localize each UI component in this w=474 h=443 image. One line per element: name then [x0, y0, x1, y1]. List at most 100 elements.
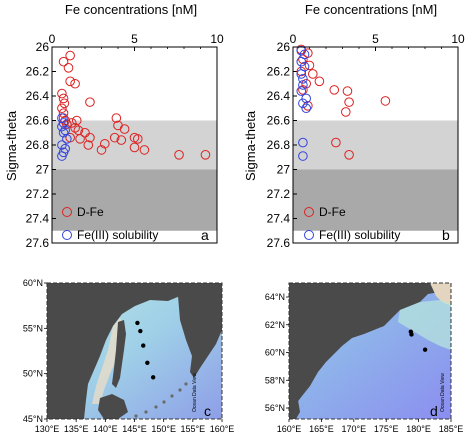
lat-label: 50°N	[23, 369, 43, 379]
map-panel-c: 130°E 135°E 140°E 145°E 150°E 155°E 160°E 60°N 5…	[23, 278, 234, 434]
data-points-a	[57, 50, 211, 161]
map-panel-d: 160°E 165°E 170°E 175°E 180°E 185°E 64°N 62°N 60…	[265, 282, 463, 434]
data-point-dfe	[342, 86, 353, 96]
y-tick-label: 27.2	[26, 187, 50, 201]
data-point-solubility	[62, 134, 72, 144]
map-frame-d	[288, 282, 452, 420]
data-point-dfe	[329, 85, 340, 95]
axis-ticks-a: 0 5 10 26 26.2 26.4 26.6 26.8 27 27.2 27.4 27.6	[26, 32, 224, 250]
plot-frame-b	[292, 46, 459, 244]
lon-label: 165°E	[309, 424, 334, 434]
map-land-mainland-d	[289, 283, 451, 408]
y-tick-label: 26.6	[26, 114, 50, 128]
data-point-dfe	[58, 93, 69, 104]
data-point-dfe	[129, 142, 140, 153]
data-point-dfe	[380, 96, 391, 106]
y-tick-label: 26.2	[267, 65, 291, 79]
lon-label: 150°E	[151, 424, 176, 434]
legend-marker-dfe-b	[304, 207, 314, 217]
y-tick-label: 26.6	[267, 114, 291, 128]
data-point-dfe	[298, 85, 308, 95]
lon-label: 180°E	[406, 424, 431, 434]
lat-label: 45°N	[23, 414, 43, 424]
map-land-kamchatka-c	[178, 288, 222, 378]
y-tick-label: 27.6	[267, 236, 291, 250]
x-tick-label: 5	[372, 32, 379, 46]
lon-label: 160°E	[210, 424, 235, 434]
data-point-dfe	[75, 134, 85, 144]
data-point-dfe	[58, 56, 69, 67]
data-point-dfe	[303, 101, 313, 111]
lat-label: 58°N	[265, 375, 285, 385]
chart-panel-a: Fe concentrations [nM] Sigma-theta 0 5 10 2…	[4, 2, 224, 250]
map-watermark-c: Ocean Data View	[192, 373, 198, 412]
data-point-dfe	[304, 60, 315, 71]
x-tick-label: 0	[49, 32, 56, 46]
lon-label: 175°E	[374, 424, 399, 434]
y-tick-label: 26	[277, 40, 291, 54]
panel-letter-c: c	[204, 403, 211, 419]
plot-frame-a	[51, 46, 218, 244]
station-marker	[141, 343, 146, 348]
data-point-dfe	[58, 108, 69, 118]
station-marker	[135, 320, 140, 326]
legend-a: D-Fe Fe(III) solubility	[62, 205, 158, 242]
lat-label: 56°N	[265, 403, 285, 413]
data-point-dfe	[70, 78, 80, 89]
legend-label-solubility-a: Fe(III) solubility	[77, 228, 158, 242]
lon-label: 145°E	[122, 424, 147, 434]
data-point-dfe	[65, 76, 75, 87]
lat-label: 62°N	[265, 320, 285, 330]
data-point-dfe	[344, 97, 354, 107]
chart-panel-b: Fe concentrations [nM] Sigma-theta 0 5 10 2…	[243, 2, 465, 250]
data-point-solubility	[298, 98, 308, 109]
map-shelf-d	[398, 300, 451, 350]
data-point-solubility	[57, 121, 67, 132]
data-point-dfe	[344, 150, 354, 160]
data-point-dfe	[85, 132, 95, 143]
data-point-solubility	[57, 151, 67, 161]
map-graticule-labels-d: 160°E 165°E 170°E 175°E 180°E 185°E 64°N 62°N 60…	[265, 292, 463, 434]
shaded-band-lower-a	[52, 120, 217, 170]
y-tick-label: 26.4	[267, 89, 291, 103]
lat-label: 55°N	[23, 323, 43, 333]
data-points-b	[296, 44, 391, 161]
data-point-dfe	[174, 150, 184, 160]
data-point-dfe	[80, 127, 90, 138]
data-point-dfe	[71, 115, 82, 126]
data-point-dfe	[308, 69, 318, 79]
data-point-solubility	[296, 69, 307, 79]
data-point-dfe	[96, 145, 107, 155]
axis-ticks-b: 0 5 10 26 26.2 26.4 26.6 26.8 27 27.2 27.4 27.6	[267, 32, 465, 250]
lat-label: 60°N	[265, 348, 285, 358]
station-marker	[150, 375, 156, 380]
data-point-dfe	[109, 132, 120, 143]
map-kuril-islands-c	[134, 382, 188, 418]
lon-label: 135°E	[64, 424, 89, 434]
x-axis-label-a: Fe concentrations [nM]	[65, 2, 197, 17]
data-point-solubility	[298, 80, 308, 90]
data-point-dfe	[100, 138, 110, 149]
shaded-band-deep-a	[52, 169, 217, 231]
shaded-band-deep-b	[293, 169, 458, 231]
data-point-dfe	[296, 66, 307, 77]
map-land-alaska-d	[430, 283, 451, 306]
data-point-solubility	[301, 93, 312, 104]
x-axis-label-b: Fe concentrations [nM]	[305, 2, 437, 17]
station-marker	[409, 332, 414, 337]
data-point-dfe	[70, 123, 80, 133]
lon-label: 170°E	[341, 424, 366, 434]
station-marker	[145, 360, 150, 365]
y-tick-label: 26.8	[26, 138, 50, 152]
x-tick-label: 0	[290, 32, 297, 46]
x-tick-label: 10	[451, 32, 465, 46]
data-point-dfe	[85, 97, 95, 107]
legend-label-dfe-a: D-Fe	[77, 205, 104, 219]
y-tick-label: 27.2	[267, 187, 291, 201]
legend-marker-dfe-a	[62, 207, 72, 217]
data-point-dfe	[200, 150, 211, 160]
map-graticule-labels-c: 130°E 135°E 140°E 145°E 150°E 155°E 160°E 60°N 5…	[23, 278, 234, 434]
y-tick-label: 27.6	[26, 236, 50, 250]
lat-label: 60°N	[23, 278, 43, 288]
